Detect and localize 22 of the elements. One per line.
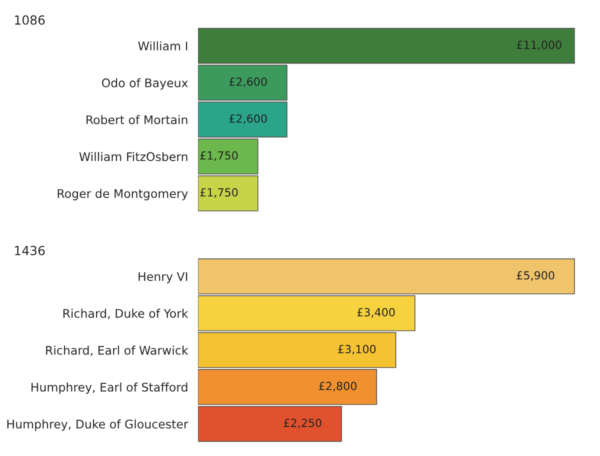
y-tick-label: Richard, Duke of York xyxy=(63,308,188,320)
y-tick-label: William I xyxy=(138,41,188,50)
y-tick-label: Odo of Bayeux xyxy=(102,78,188,90)
text: 1086 xyxy=(15,15,45,25)
y-tick-label: William FitzOsbern xyxy=(79,152,188,162)
data-label: £11,000 xyxy=(516,40,562,50)
data-label: £5,900 xyxy=(516,271,554,281)
data-label: £1,750 xyxy=(200,188,238,198)
y-tick-label: Roger de Montgomery xyxy=(58,188,188,200)
y-tick-label: Robert of Mortain xyxy=(86,115,188,124)
data-label: £1,750 xyxy=(200,151,238,161)
text: 1436 xyxy=(15,246,45,256)
y-tick-label: Humphrey, Duke of Gloucester xyxy=(7,419,188,431)
data-label: £3,100 xyxy=(338,344,376,354)
data-label: £2,600 xyxy=(229,78,267,88)
y-tick-label: Humphrey, Earl of Stafford xyxy=(32,382,188,394)
y-tick-label: Richard, Earl of Warwick xyxy=(46,346,188,356)
data-label: £2,250 xyxy=(284,418,322,428)
y-tick-label: Henry VI xyxy=(138,272,188,284)
data-label: £3,400 xyxy=(357,308,395,318)
data-label: £2,800 xyxy=(319,382,356,392)
data-label: £2,600 xyxy=(229,114,267,124)
